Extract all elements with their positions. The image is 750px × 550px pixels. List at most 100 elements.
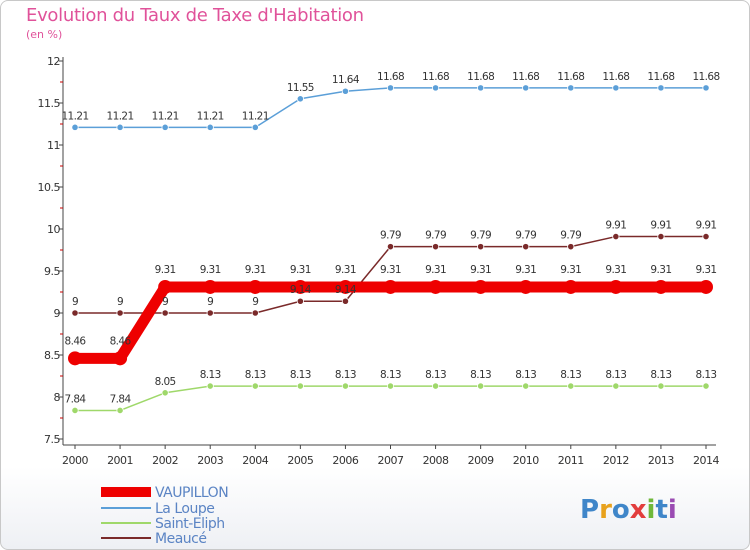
data-label: 8.13 xyxy=(425,369,446,381)
x-tick-label: 2006 xyxy=(332,454,358,467)
data-label: 11.68 xyxy=(512,71,539,83)
data-label: 9 xyxy=(72,296,78,308)
data-point xyxy=(657,382,665,390)
data-point xyxy=(431,243,440,251)
data-label: 9.91 xyxy=(650,220,671,232)
legend-label: Meaucé xyxy=(155,531,206,547)
data-label: 11.68 xyxy=(377,71,404,83)
data-label: 9.79 xyxy=(380,230,401,242)
data-point xyxy=(161,389,169,397)
x-tick-label: 2012 xyxy=(603,454,629,467)
data-point xyxy=(206,382,214,390)
x-tick-label: 2003 xyxy=(197,454,223,467)
y-tick-label: 8 xyxy=(54,391,61,404)
data-point xyxy=(473,279,488,294)
data-point xyxy=(341,87,350,95)
data-point xyxy=(341,382,350,390)
data-label: 9.31 xyxy=(245,264,266,276)
data-point xyxy=(653,279,668,294)
chart-subtitle: (en %) xyxy=(26,28,63,41)
data-label: 8.13 xyxy=(290,369,311,381)
data-point xyxy=(702,232,710,241)
data-label: 9 xyxy=(162,296,168,308)
y-tick-label: 9.5 xyxy=(44,265,60,278)
data-point xyxy=(702,84,710,92)
data-label: 9.31 xyxy=(696,264,717,276)
data-point xyxy=(383,279,398,294)
data-label: 11.21 xyxy=(107,110,134,122)
data-label: 8.46 xyxy=(110,335,132,347)
data-point xyxy=(431,84,440,92)
data-point xyxy=(116,406,124,415)
data-point xyxy=(522,382,530,390)
y-tick-label: 12 xyxy=(47,55,60,68)
data-point xyxy=(608,279,623,294)
data-label: 8.05 xyxy=(155,376,176,388)
legend-label: La Loupe xyxy=(155,501,214,517)
data-point xyxy=(203,279,218,294)
data-label: 11.21 xyxy=(61,110,88,122)
data-label: 11.68 xyxy=(557,71,584,83)
data-label: 11.21 xyxy=(152,110,179,122)
data-point xyxy=(68,351,82,366)
x-tick-label: 2001 xyxy=(107,454,133,467)
series-line-VAUPILLON xyxy=(75,281,706,364)
data-label: 9.14 xyxy=(335,284,357,296)
x-tick-label: 2004 xyxy=(242,454,268,467)
data-label: 9.31 xyxy=(425,264,446,276)
data-point xyxy=(293,279,308,294)
data-label: 9.79 xyxy=(560,230,581,242)
data-point xyxy=(158,279,173,294)
data-label: 9.31 xyxy=(515,264,536,276)
data-label: 8.13 xyxy=(650,369,671,381)
data-point xyxy=(116,309,124,317)
data-label: 8.13 xyxy=(200,369,221,381)
brand-logo: Proxiti xyxy=(580,495,677,525)
data-label: 8.13 xyxy=(245,369,266,381)
data-label: 11.68 xyxy=(467,71,494,83)
data-point xyxy=(657,84,665,92)
data-point xyxy=(341,297,350,305)
data-point xyxy=(612,84,620,92)
data-point xyxy=(206,309,214,317)
x-tick-label: 2008 xyxy=(423,454,449,467)
data-point xyxy=(477,382,485,390)
data-point xyxy=(699,279,713,294)
y-tick-label: 8.5 xyxy=(44,349,60,362)
data-label: 9.79 xyxy=(515,230,536,242)
data-label: 9 xyxy=(252,296,258,308)
data-label: 11.68 xyxy=(647,71,674,83)
data-point xyxy=(522,243,530,251)
data-label: 8.13 xyxy=(560,369,581,381)
data-point xyxy=(567,243,575,251)
data-point xyxy=(116,123,124,131)
data-label: 9.31 xyxy=(605,264,626,276)
y-tick-label: 11 xyxy=(47,139,60,152)
data-label: 9.31 xyxy=(650,264,671,276)
data-point xyxy=(702,382,710,390)
data-point xyxy=(251,123,259,131)
x-tick-label: 2007 xyxy=(378,454,404,467)
data-point xyxy=(477,84,485,92)
x-tick-label: 2013 xyxy=(648,454,674,467)
data-label: 9.31 xyxy=(200,264,221,276)
data-point xyxy=(567,84,575,92)
data-label: 11.21 xyxy=(197,110,224,122)
data-point xyxy=(296,382,304,390)
data-point xyxy=(71,309,79,317)
data-label: 9.79 xyxy=(470,230,491,242)
data-label: 11.55 xyxy=(287,82,314,94)
data-label: 8.46 xyxy=(65,335,87,347)
x-tick-label: 2002 xyxy=(152,454,178,467)
data-point xyxy=(386,243,395,251)
data-label: 11.21 xyxy=(242,110,269,122)
data-label: 9.91 xyxy=(605,220,626,232)
data-point xyxy=(206,123,214,131)
y-tick-label: 10.5 xyxy=(38,181,61,194)
data-point xyxy=(71,123,79,131)
data-point xyxy=(567,382,575,390)
data-point xyxy=(386,84,395,92)
data-label: 8.13 xyxy=(605,369,626,381)
